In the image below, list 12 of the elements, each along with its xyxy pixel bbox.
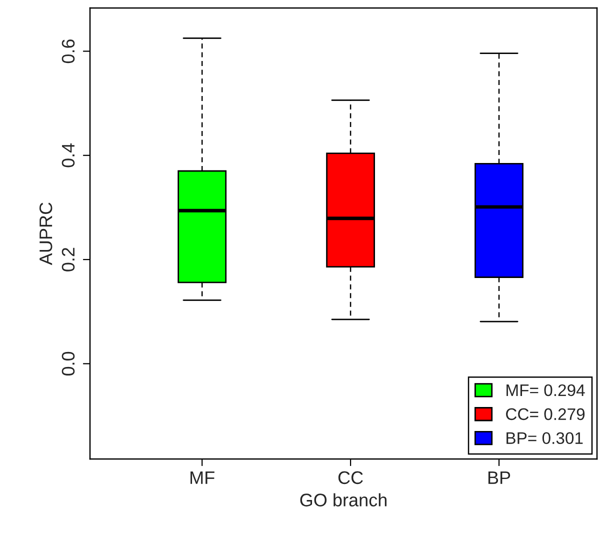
- x-axis-title: GO branch: [300, 493, 386, 506]
- legend-label: MF= 0.294: [506, 384, 585, 396]
- x-tick-label: CC: [338, 471, 363, 484]
- x-tick-label: MF: [190, 471, 214, 484]
- legend-label: CC= 0.279: [506, 408, 585, 420]
- legend-label: BP= 0.301: [506, 432, 583, 444]
- y-tick-label: 0.0: [62, 352, 75, 376]
- y-tick-label: 0.4: [62, 143, 75, 168]
- y-tick-label: 0.2: [62, 248, 75, 272]
- y-axis-title: AUPRC: [39, 202, 52, 266]
- y-tick-label: 0.6: [62, 39, 75, 64]
- x-tick-label: BP: [488, 471, 510, 484]
